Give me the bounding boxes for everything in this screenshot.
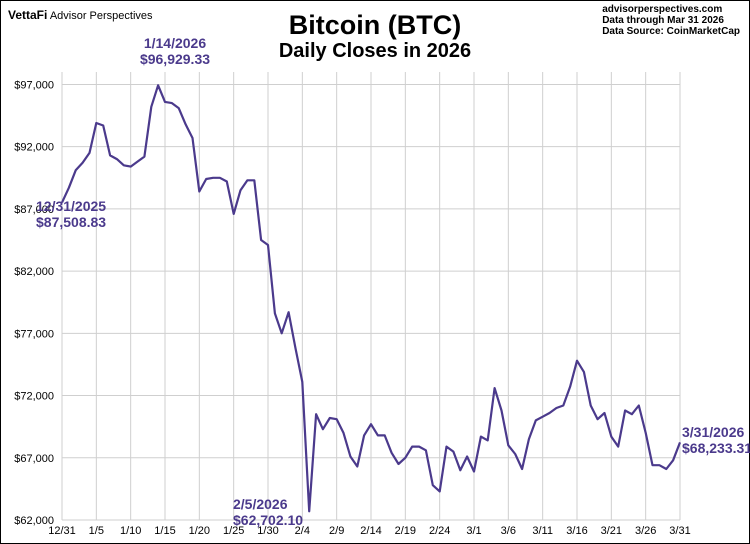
x-tick-label: 1/5 (89, 525, 104, 537)
annotations: 1/14/2026$96,929.33 12/31/2025$87,508.83 2… (36, 35, 750, 528)
y-tick-label: $77,000 (14, 328, 54, 340)
site-url: advisorperspectives.com (602, 4, 723, 15)
series-line-btc (61, 84, 682, 513)
brand-block: VettaFi Advisor Perspectives (8, 8, 153, 22)
y-tick-label: $67,000 (14, 453, 54, 465)
y-tick-label: $87,000 (14, 204, 54, 216)
x-tick-label: 1/25 (223, 525, 244, 537)
x-tick-label: 12/31 (48, 525, 76, 537)
x-tick-label: 3/16 (566, 525, 587, 537)
y-tick-label: $92,000 (14, 142, 54, 154)
annotation-value: $87,508.83 (36, 214, 106, 230)
x-tick-label: 3/11 (532, 525, 553, 537)
annotation-date: 1/14/2026 (144, 35, 206, 51)
data-source: Data Source: CoinMarketCap (602, 26, 740, 37)
x-tick-label: 1/15 (154, 525, 175, 537)
annotation-date: 3/31/2026 (682, 424, 744, 440)
x-tick-label: 2/24 (429, 525, 450, 537)
x-tick-label: 2/9 (329, 525, 344, 537)
grid-lines (61, 72, 681, 521)
data-through: Data through Mar 31 2026 (602, 15, 724, 26)
annotation-date: 2/5/2026 (233, 496, 288, 512)
x-tick-label: 3/6 (501, 525, 516, 537)
x-axis: 12/31 1/5 1/10 1/15 1/20 1/25 1/30 2/4 2/9 2/14 2/… (48, 525, 690, 537)
annotation-value: $62,702.10 (233, 512, 303, 528)
x-tick-label: 2/4 (295, 525, 310, 537)
x-tick-label: 3/26 (635, 525, 656, 537)
annotation-date: 12/31/2025 (36, 198, 106, 214)
x-tick-label: 2/19 (395, 525, 416, 537)
annotation-value: $96,929.33 (140, 51, 210, 67)
y-tick-label: $62,000 (14, 515, 54, 527)
chart-subtitle: Daily Closes in 2026 (278, 40, 472, 62)
annotation-value: $68,233.31 (682, 440, 750, 456)
x-tick-label: 1/10 (120, 525, 141, 537)
brand-logo: VettaFi (8, 8, 48, 22)
chart-title: Bitcoin (BTC) (288, 10, 462, 40)
x-tick-label: 3/21 (601, 525, 622, 537)
x-tick-label: 1/20 (189, 525, 210, 537)
brand-subtitle: Advisor Perspectives (49, 10, 153, 22)
y-tick-label: $82,000 (14, 266, 54, 278)
x-tick-label: 3/1 (466, 525, 481, 537)
y-tick-label: $72,000 (14, 391, 54, 403)
source-block: advisorperspectives.com Data through Mar… (602, 4, 740, 37)
x-tick-label: 1/30 (257, 525, 278, 537)
x-tick-label: 3/31 (669, 525, 690, 537)
x-tick-label: 2/14 (360, 525, 381, 537)
y-axis: $62,000 $67,000 $72,000 $77,000 $82,000 $87,0… (14, 79, 54, 527)
y-tick-label: $97,000 (14, 79, 54, 91)
